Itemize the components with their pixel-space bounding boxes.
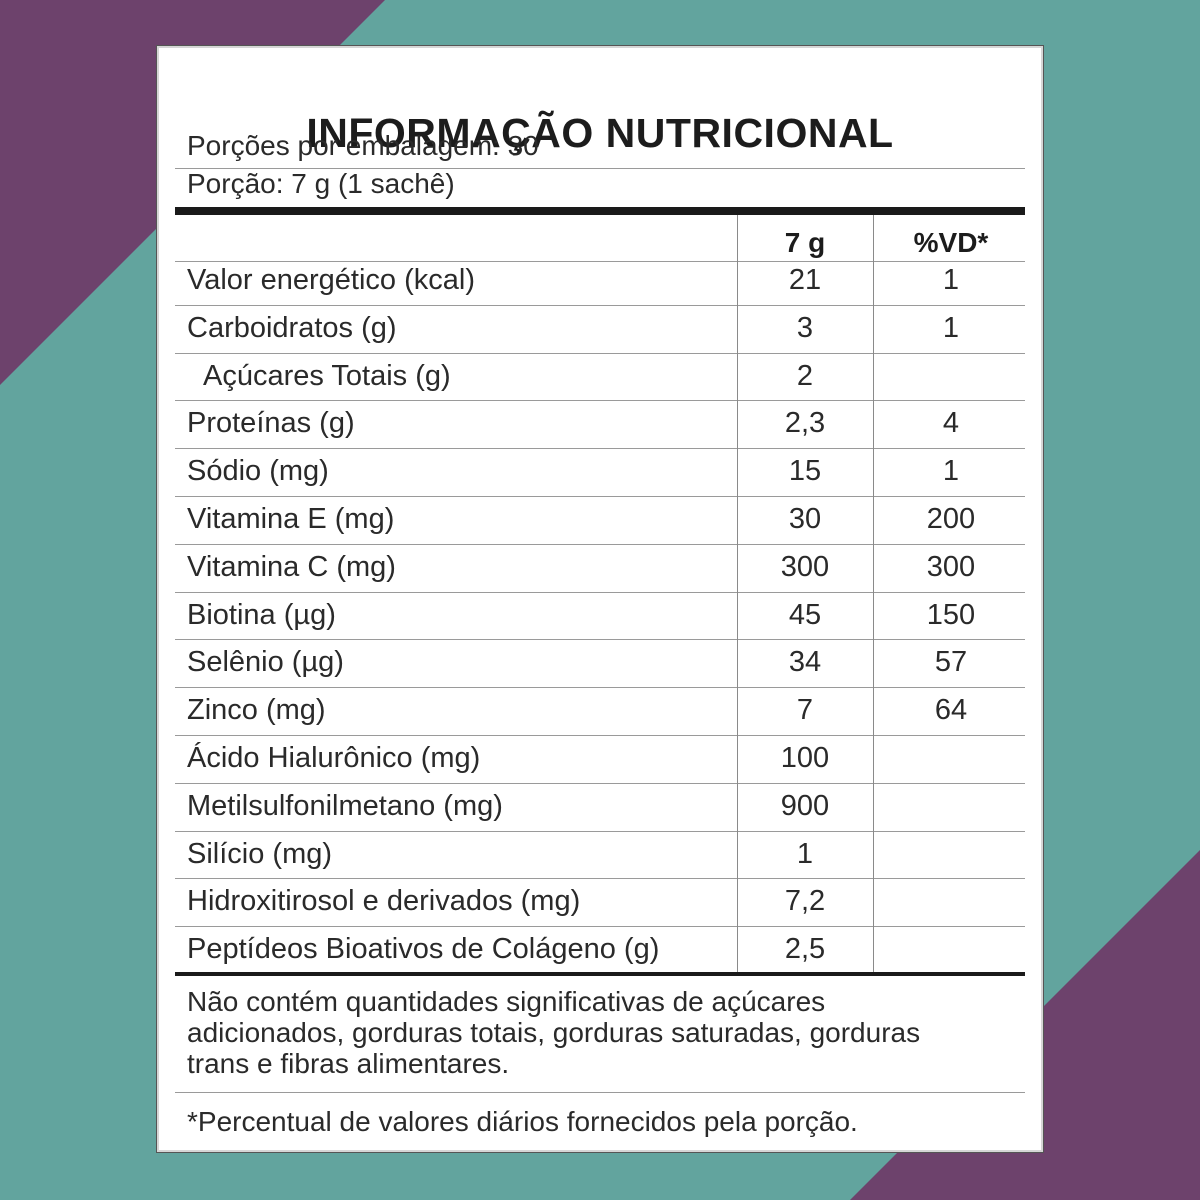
- note-line: trans e fibras alimentares.: [187, 1048, 510, 1079]
- nutrient-amount: 2,3: [784, 407, 826, 440]
- nutrient-dv: 300: [926, 550, 976, 583]
- table-row: Selênio (µg) 34 57: [175, 640, 1025, 689]
- nutrient-dv: 57: [934, 646, 968, 679]
- nutrient-amount: 7: [796, 694, 814, 727]
- footnote: *Percentual de valores diários fornecido…: [187, 1106, 858, 1137]
- table-row: Metilsulfonilmetano (mg) 900: [175, 784, 1025, 832]
- serving-size: Porção: 7 g (1 sachê): [187, 168, 455, 199]
- note-line: adicionados, gorduras totais, gorduras s…: [187, 1017, 921, 1048]
- table-row: Ácido Hialurônico (mg) 100: [175, 736, 1025, 784]
- divider: [175, 168, 1025, 169]
- table-row: Vitamina C (mg) 300 300: [175, 545, 1025, 593]
- nutrient-amount: 1: [796, 837, 814, 870]
- nutrient-name: Vitamina E (mg): [187, 503, 395, 535]
- nutrient-amount: 34: [788, 646, 822, 679]
- nutrient-name: Peptídeos Bioativos de Colágeno (g): [187, 933, 660, 966]
- nutrient-name: Valor energético (kcal): [187, 264, 475, 296]
- nutrient-name: Vitamina C (mg): [187, 550, 396, 583]
- table-row: Proteínas (g) 2,3 4: [175, 401, 1025, 450]
- nutrient-amount: 21: [788, 264, 822, 296]
- label-title: INFORMAÇÃO NUTRICIONAL: [306, 110, 894, 156]
- nutrient-amount: 30: [788, 503, 822, 535]
- nutrient-dv: 1: [942, 311, 960, 344]
- table-row: Açúcares Totais (g) 2: [175, 354, 1025, 402]
- nutrient-amount: 300: [780, 550, 830, 583]
- nutrient-amount: 2,5: [784, 933, 826, 966]
- table-row: Zinco (mg) 7 64: [175, 688, 1025, 736]
- thick-divider: [175, 207, 1025, 215]
- table-row: Sódio (mg) 15 1: [175, 449, 1025, 497]
- table-header-row: 7 g %VD*: [175, 215, 1025, 262]
- column-divider: [873, 215, 874, 973]
- table-row: Hidroxitirosol e derivados (mg) 7,2: [175, 879, 1025, 928]
- nutrient-name: Carboidratos (g): [187, 311, 397, 344]
- nutrient-name: Silício (mg): [187, 837, 333, 870]
- table-row: Carboidratos (g) 3 1: [175, 306, 1025, 354]
- nutrient-name: Sódio (mg): [187, 455, 329, 488]
- nutrient-name: Proteínas (g): [187, 407, 355, 440]
- nutrient-dv: 64: [934, 694, 968, 727]
- divider: [175, 1092, 1025, 1093]
- nutrient-name: Zinco (mg): [187, 694, 326, 727]
- nutrient-dv: 1: [942, 455, 960, 488]
- nutrient-dv: 4: [942, 407, 960, 440]
- table-row: Vitamina E (mg) 30 200: [175, 497, 1025, 545]
- column-header-amount: 7 g: [784, 227, 826, 258]
- nutrient-dv: 200: [926, 503, 976, 535]
- nutrient-amount: 45: [788, 598, 822, 631]
- servings-per-package: Porções por embalagem: 30: [187, 130, 539, 161]
- column-divider: [737, 215, 738, 973]
- table-row: Peptídeos Bioativos de Colágeno (g) 2,5: [175, 927, 1025, 975]
- nutrient-amount: 900: [780, 789, 830, 822]
- nutrient-name: Biotina (µg): [187, 598, 336, 631]
- nutrient-amount: 3: [796, 311, 814, 344]
- nutrient-name: Hidroxitirosol e derivados (mg): [187, 885, 581, 918]
- column-header-dv: %VD*: [913, 227, 989, 258]
- nutrient-dv: 150: [926, 598, 976, 631]
- nutrient-name: Selênio (µg): [187, 646, 344, 679]
- table-row: Silício (mg) 1: [175, 832, 1025, 880]
- table-row: Valor energético (kcal) 21 1: [175, 258, 1025, 306]
- table-row: Biotina (µg) 45 150: [175, 593, 1025, 641]
- nutrient-amount: 100: [780, 742, 830, 774]
- nutrient-name: Metilsulfonilmetano (mg): [187, 789, 503, 822]
- nutrient-name: Açúcares Totais (g): [203, 359, 451, 392]
- nutrient-amount: 7,2: [784, 885, 826, 918]
- nutrient-dv: 1: [942, 264, 960, 296]
- nutrition-label: INFORMAÇÃO NUTRICIONAL Porções por embal…: [156, 45, 1044, 1153]
- nutrient-name: Ácido Hialurônico (mg): [187, 742, 481, 774]
- note-line: Não contém quantidades significativas de…: [187, 986, 826, 1017]
- nutrient-amount: 15: [788, 455, 822, 488]
- thick-divider: [175, 972, 1025, 976]
- nutrient-amount: 2: [796, 359, 814, 392]
